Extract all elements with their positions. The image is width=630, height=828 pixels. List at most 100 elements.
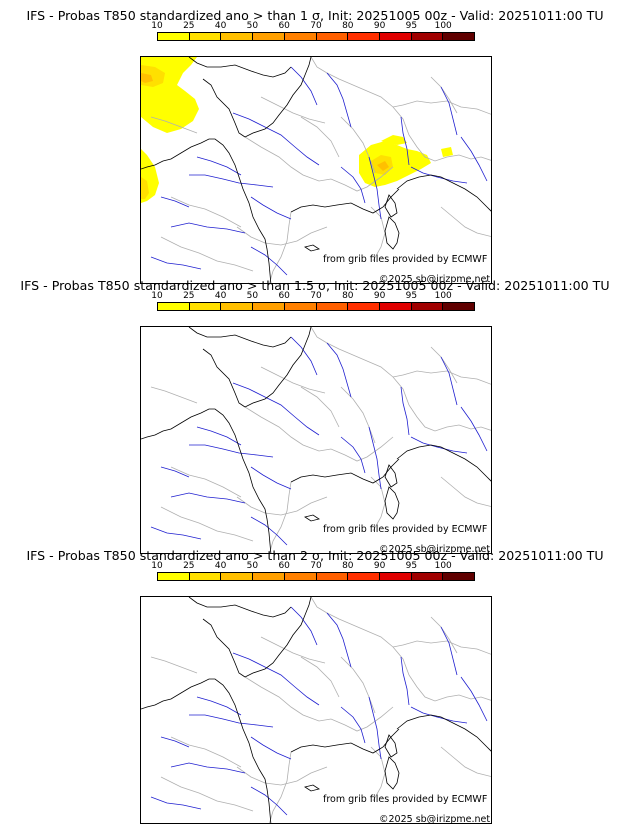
coastline bbox=[188, 327, 292, 348]
coastline bbox=[141, 138, 272, 283]
admin-border bbox=[236, 766, 328, 786]
admin-border bbox=[392, 640, 491, 655]
coastline bbox=[290, 728, 400, 754]
river bbox=[250, 196, 292, 220]
coastline bbox=[290, 458, 400, 484]
river bbox=[150, 256, 202, 270]
river bbox=[250, 246, 288, 276]
colorbar-segment bbox=[379, 33, 412, 40]
coastline bbox=[202, 618, 246, 678]
credit-copyright: ©2025 sb@irizpme.net bbox=[379, 544, 491, 554]
admin-border bbox=[236, 496, 328, 516]
river bbox=[410, 436, 468, 454]
coastline bbox=[244, 597, 312, 678]
river bbox=[290, 336, 318, 376]
river bbox=[196, 696, 242, 716]
admin-border bbox=[170, 736, 242, 768]
colorbar-tick-label: 95 bbox=[405, 21, 418, 31]
coastline bbox=[384, 464, 398, 488]
admin-border bbox=[170, 466, 242, 498]
river bbox=[232, 652, 320, 706]
river bbox=[170, 492, 246, 504]
river bbox=[170, 222, 246, 234]
map-canvas bbox=[141, 57, 491, 283]
admin-border bbox=[150, 386, 198, 404]
admin-border bbox=[310, 57, 410, 136]
admin-border bbox=[340, 116, 376, 174]
admin-border bbox=[300, 386, 340, 428]
admin-border bbox=[310, 327, 410, 406]
admin-border bbox=[430, 76, 458, 114]
admin-border bbox=[170, 196, 242, 228]
colorbar-tick-label: 50 bbox=[246, 21, 259, 31]
river bbox=[340, 436, 366, 474]
admin-border bbox=[244, 136, 394, 192]
river bbox=[232, 112, 320, 166]
river bbox=[189, 444, 274, 458]
river bbox=[340, 166, 366, 204]
coastline bbox=[384, 756, 400, 790]
probability-map: from grib files provided by ECMWF ©2025 … bbox=[140, 596, 492, 824]
colorbar-tick-label: 80 bbox=[342, 21, 354, 31]
colorbar-segment bbox=[253, 33, 285, 40]
river bbox=[440, 626, 458, 676]
credit-copyright: ©2025 sb@irizpme.net bbox=[379, 814, 491, 824]
colorbar-segment bbox=[253, 303, 285, 310]
coastline bbox=[384, 734, 398, 758]
river bbox=[196, 426, 242, 446]
admin-border bbox=[440, 476, 491, 507]
river bbox=[160, 736, 190, 748]
colorbar-tick-label: 100 bbox=[434, 21, 452, 31]
river bbox=[232, 382, 320, 436]
probability-area bbox=[377, 161, 389, 171]
panel-sigma-1: IFS - Probas T850 standardized ano > tha… bbox=[0, 8, 630, 284]
river bbox=[196, 156, 242, 176]
admin-border bbox=[260, 96, 326, 124]
colorbar-tick-label: 40 bbox=[214, 291, 227, 301]
colorbar-segment bbox=[348, 573, 380, 580]
coastline bbox=[244, 57, 312, 138]
coastline bbox=[188, 57, 292, 78]
colorbar-segment bbox=[411, 573, 444, 580]
river bbox=[290, 606, 318, 646]
river bbox=[290, 66, 318, 106]
colorbar-segment bbox=[189, 33, 222, 40]
admin-border bbox=[310, 597, 410, 676]
colorbar-tick-label: 70 bbox=[310, 561, 322, 571]
river bbox=[410, 706, 468, 724]
admin-border bbox=[408, 134, 491, 162]
colorbar-segment bbox=[443, 303, 475, 310]
coastline bbox=[188, 597, 292, 618]
map-canvas bbox=[141, 327, 491, 553]
admin-border bbox=[160, 506, 254, 542]
probability-area bbox=[141, 57, 199, 133]
river bbox=[160, 466, 190, 478]
colorbar-segment bbox=[348, 33, 380, 40]
colorbar-tick-label: 60 bbox=[278, 561, 290, 571]
river bbox=[189, 174, 274, 188]
coastline bbox=[396, 174, 491, 212]
colorbar-segment bbox=[221, 573, 254, 580]
colorbar-tick-label: 25 bbox=[183, 561, 195, 571]
colorbar-segment bbox=[348, 303, 380, 310]
probability-area bbox=[141, 73, 153, 83]
colorbar-ticks: 10 25 40 50 60 70 80 90 95 100 bbox=[151, 21, 475, 32]
admin-border bbox=[300, 116, 340, 158]
colorbar-segment bbox=[379, 303, 412, 310]
coastline bbox=[304, 514, 320, 522]
river bbox=[368, 426, 382, 490]
river bbox=[368, 156, 382, 220]
probability-area bbox=[441, 147, 453, 157]
river bbox=[410, 166, 468, 184]
river bbox=[150, 796, 202, 810]
coastline bbox=[384, 216, 400, 250]
colorbar-tick-label: 70 bbox=[310, 21, 322, 31]
river bbox=[326, 342, 352, 398]
colorbar-segment bbox=[411, 33, 444, 40]
river bbox=[250, 736, 292, 760]
colorbar bbox=[157, 572, 475, 581]
credit-source: from grib files provided by ECMWF bbox=[323, 524, 488, 535]
colorbar-segment bbox=[189, 303, 222, 310]
colorbar-tick-label: 50 bbox=[246, 561, 259, 571]
coastline bbox=[304, 784, 320, 792]
